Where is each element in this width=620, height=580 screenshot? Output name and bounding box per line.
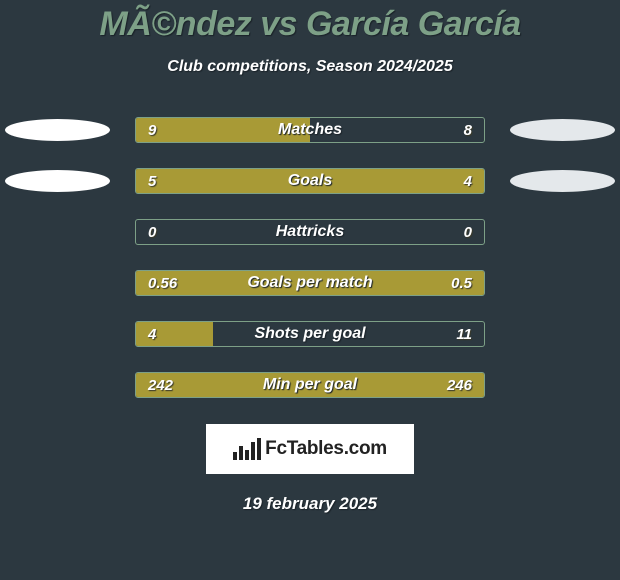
stat-row: 242Min per goal246 bbox=[0, 373, 620, 397]
value-right: 0 bbox=[464, 224, 472, 241]
subtitle: Club competitions, Season 2024/2025 bbox=[0, 58, 620, 76]
stat-bar: 9Matches8 bbox=[135, 117, 485, 143]
page-title: MÃ©ndez vs García García bbox=[0, 5, 620, 44]
value-right: 4 bbox=[464, 173, 472, 190]
stat-row: 9Matches8 bbox=[0, 118, 620, 142]
stat-row: 5Goals4 bbox=[0, 169, 620, 193]
stats-rows: 9Matches8 5Goals4 0Hattricks0 0.56Goals per… bbox=[0, 118, 620, 397]
stat-label: Shots per goal bbox=[136, 325, 484, 343]
stat-row: 4Shots per goal11 bbox=[0, 322, 620, 346]
stat-bar: 5Goals4 bbox=[135, 168, 485, 194]
stat-label: Matches bbox=[136, 121, 484, 139]
value-right: 246 bbox=[447, 377, 472, 394]
stat-bar: 0.56Goals per match0.5 bbox=[135, 270, 485, 296]
logo-text: FcTables.com bbox=[265, 438, 387, 460]
date-text: 19 february 2025 bbox=[0, 494, 620, 514]
stat-bar: 242Min per goal246 bbox=[135, 372, 485, 398]
team-badge-right bbox=[510, 119, 615, 141]
stat-bar: 4Shots per goal11 bbox=[135, 321, 485, 347]
team-badge-left bbox=[5, 119, 110, 141]
team-badge-left bbox=[5, 170, 110, 192]
stat-label: Min per goal bbox=[136, 376, 484, 394]
team-badge-right bbox=[510, 170, 615, 192]
logo-badge: FcTables.com bbox=[206, 424, 414, 474]
value-right: 0.5 bbox=[451, 275, 472, 292]
value-right: 8 bbox=[464, 122, 472, 139]
stat-label: Goals per match bbox=[136, 274, 484, 292]
stat-row: 0.56Goals per match0.5 bbox=[0, 271, 620, 295]
stat-bar: 0Hattricks0 bbox=[135, 219, 485, 245]
stat-label: Goals bbox=[136, 172, 484, 190]
bars-icon bbox=[233, 438, 261, 460]
value-right: 11 bbox=[456, 326, 472, 343]
comparison-chart: MÃ©ndez vs García García Club competitio… bbox=[0, 0, 620, 580]
stat-row: 0Hattricks0 bbox=[0, 220, 620, 244]
stat-label: Hattricks bbox=[136, 223, 484, 241]
